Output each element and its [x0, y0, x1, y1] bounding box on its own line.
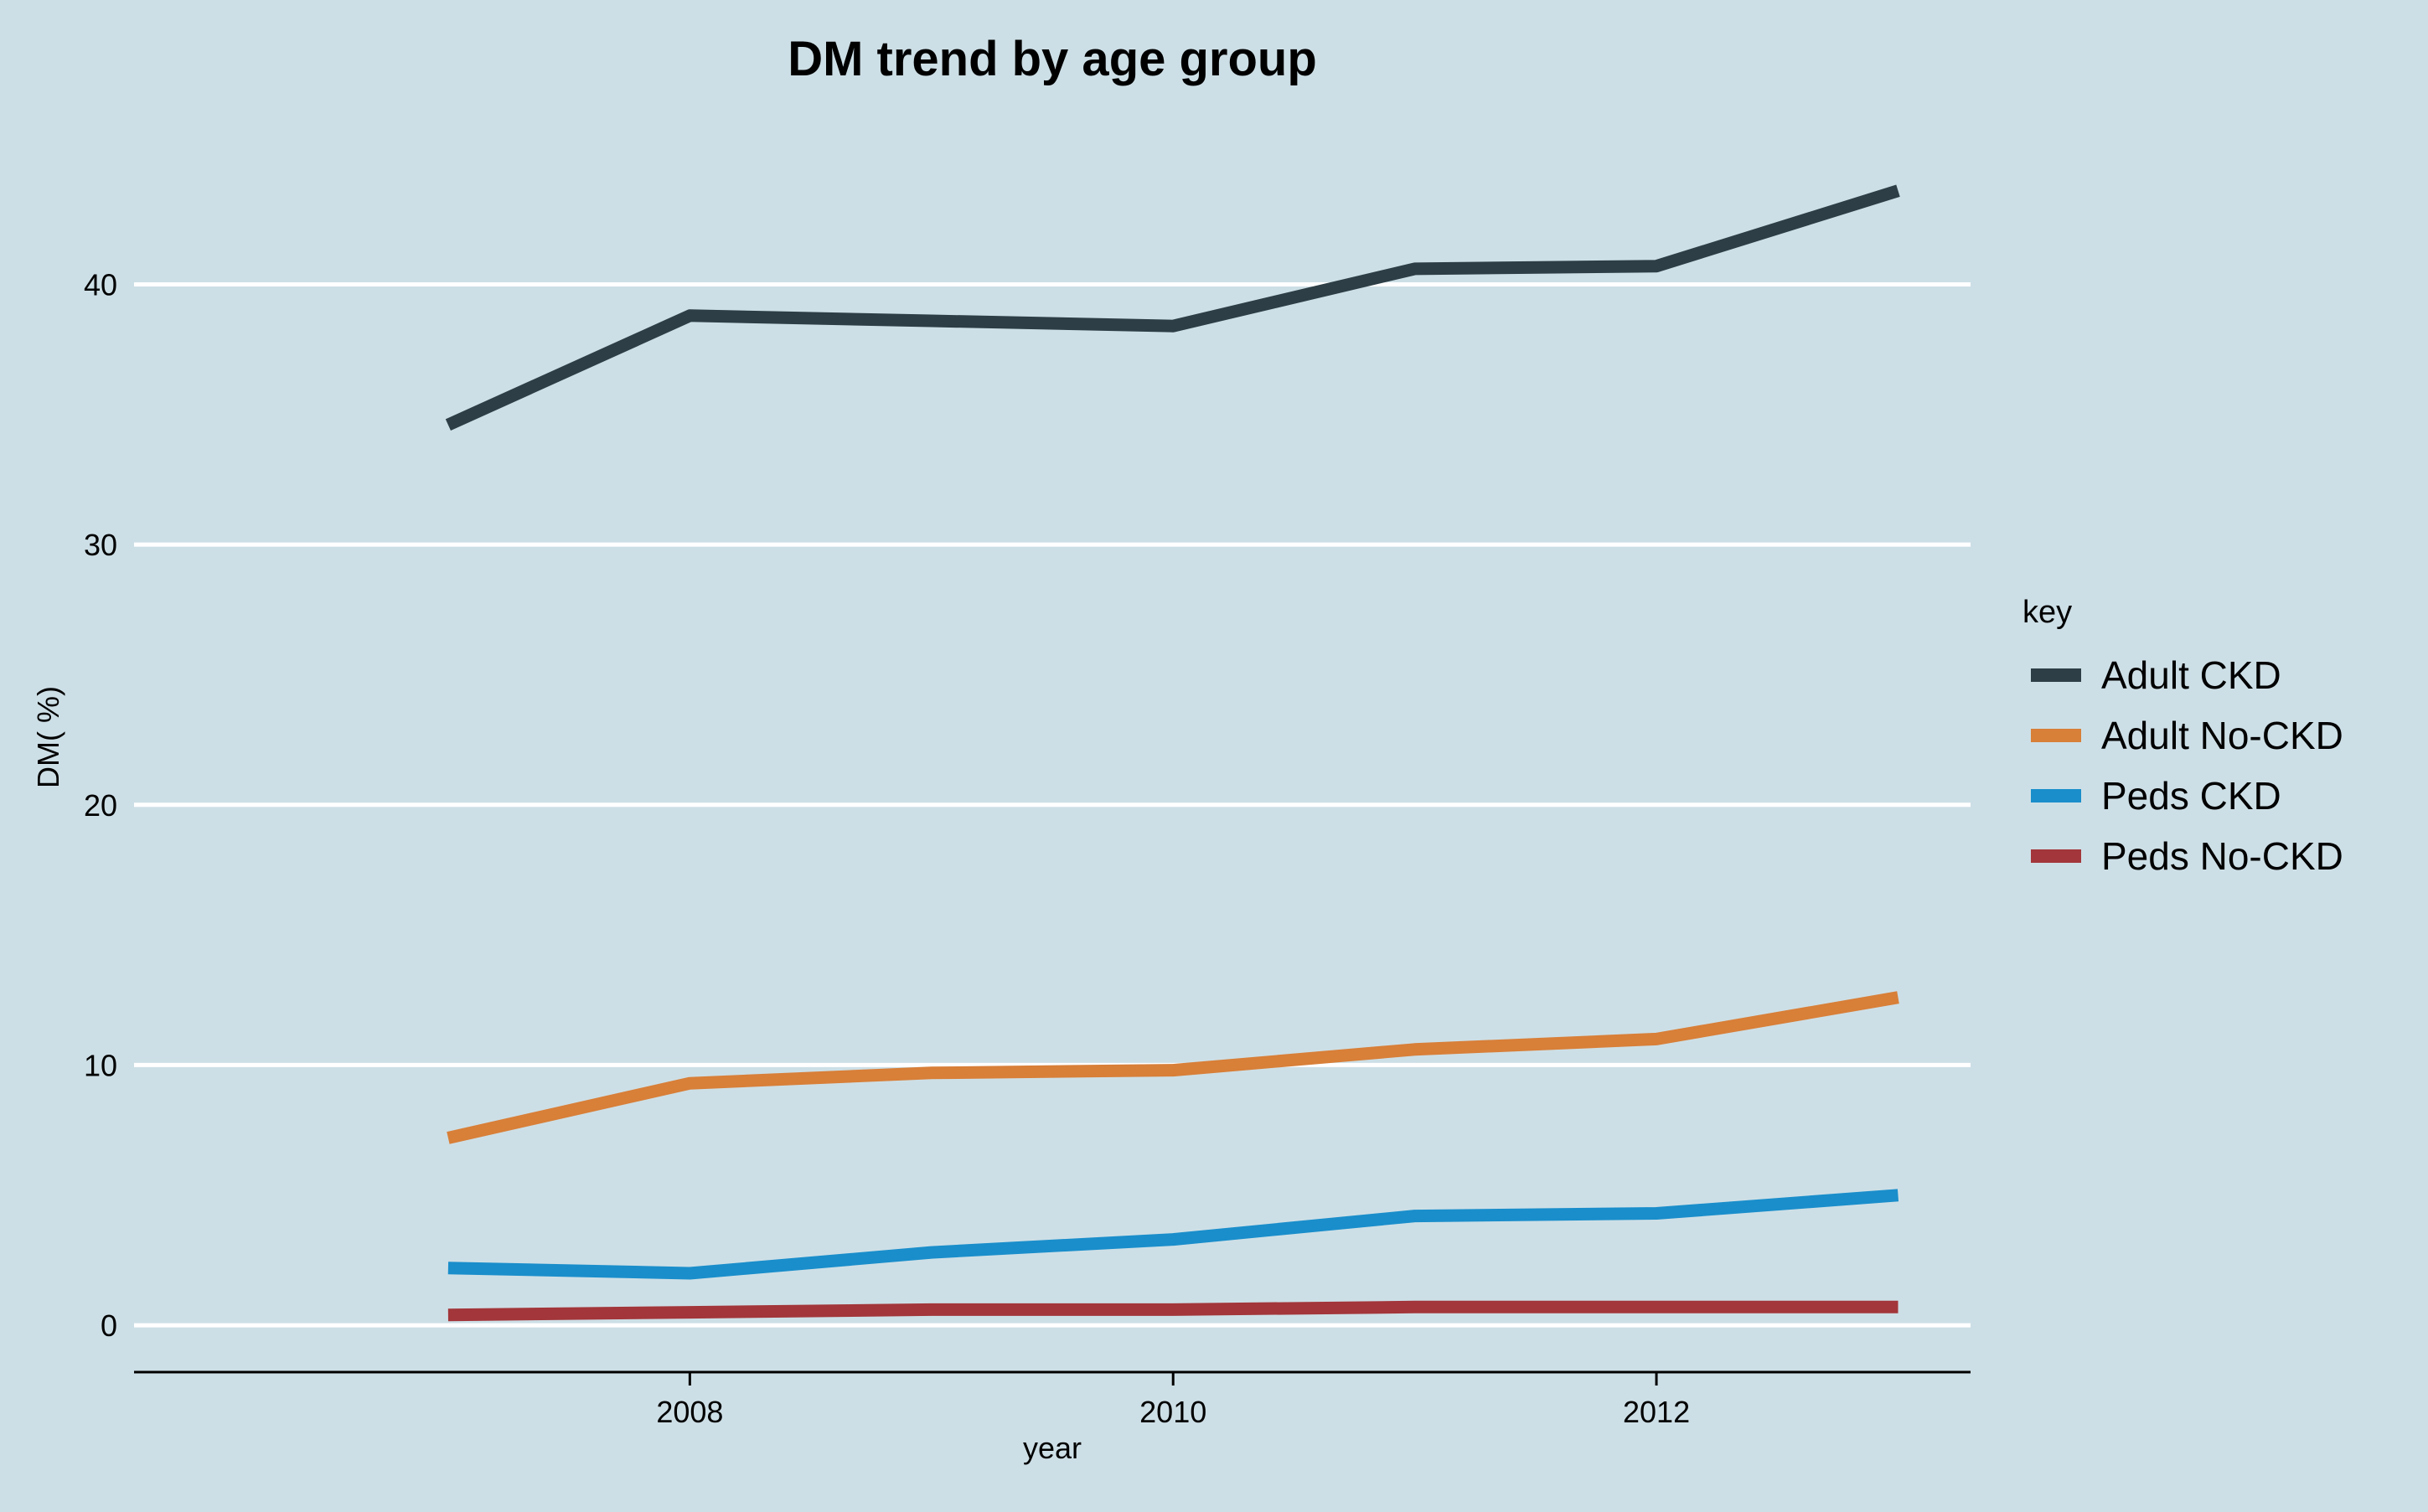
- legend-item: Adult CKD: [2031, 653, 2281, 697]
- x-tick-label: 2008: [656, 1395, 723, 1429]
- y-tick-label: 10: [84, 1048, 117, 1082]
- series-lines: [445, 184, 1900, 1322]
- x-tick-label: 2012: [1623, 1395, 1690, 1429]
- legend: key Adult CKD Adult No-CKD Peds CKD Peds No…: [2022, 595, 2343, 878]
- y-axis-label: DM( %): [31, 686, 65, 788]
- x-tick-label: 2010: [1139, 1395, 1206, 1429]
- series-line-adult-ckd: [445, 184, 1900, 431]
- legend-title: key: [2022, 595, 2072, 630]
- legend-item: Peds No-CKD: [2031, 834, 2343, 878]
- legend-label: Adult CKD: [2101, 653, 2281, 697]
- legend-item: Adult No-CKD: [2031, 714, 2343, 757]
- legend-items: Adult CKD Adult No-CKD Peds CKD Peds No-CKD: [2031, 653, 2343, 878]
- grid-lines: [134, 281, 1971, 1328]
- series-line-peds-ckd: [447, 1189, 1899, 1280]
- y-tick-label: 20: [84, 788, 117, 823]
- legend-label: Peds No-CKD: [2101, 834, 2343, 878]
- y-tick-label: 40: [84, 267, 117, 302]
- legend-label: Adult No-CKD: [2101, 714, 2343, 757]
- legend-label: Peds CKD: [2101, 774, 2281, 818]
- legend-item: Peds CKD: [2031, 774, 2281, 818]
- series-line-adult-no-ckd: [447, 991, 1899, 1144]
- y-tick-label: 0: [101, 1308, 117, 1343]
- x-axis-ticks: 2008 2010 2012: [656, 1372, 1690, 1429]
- y-axis-ticks: 0 10 20 30 40: [84, 267, 117, 1343]
- chart-title: DM trend by age group: [788, 32, 1317, 86]
- series-line-peds-no-ckd: [447, 1300, 1898, 1322]
- x-axis-label: year: [1023, 1431, 1082, 1465]
- y-tick-label: 30: [84, 528, 117, 562]
